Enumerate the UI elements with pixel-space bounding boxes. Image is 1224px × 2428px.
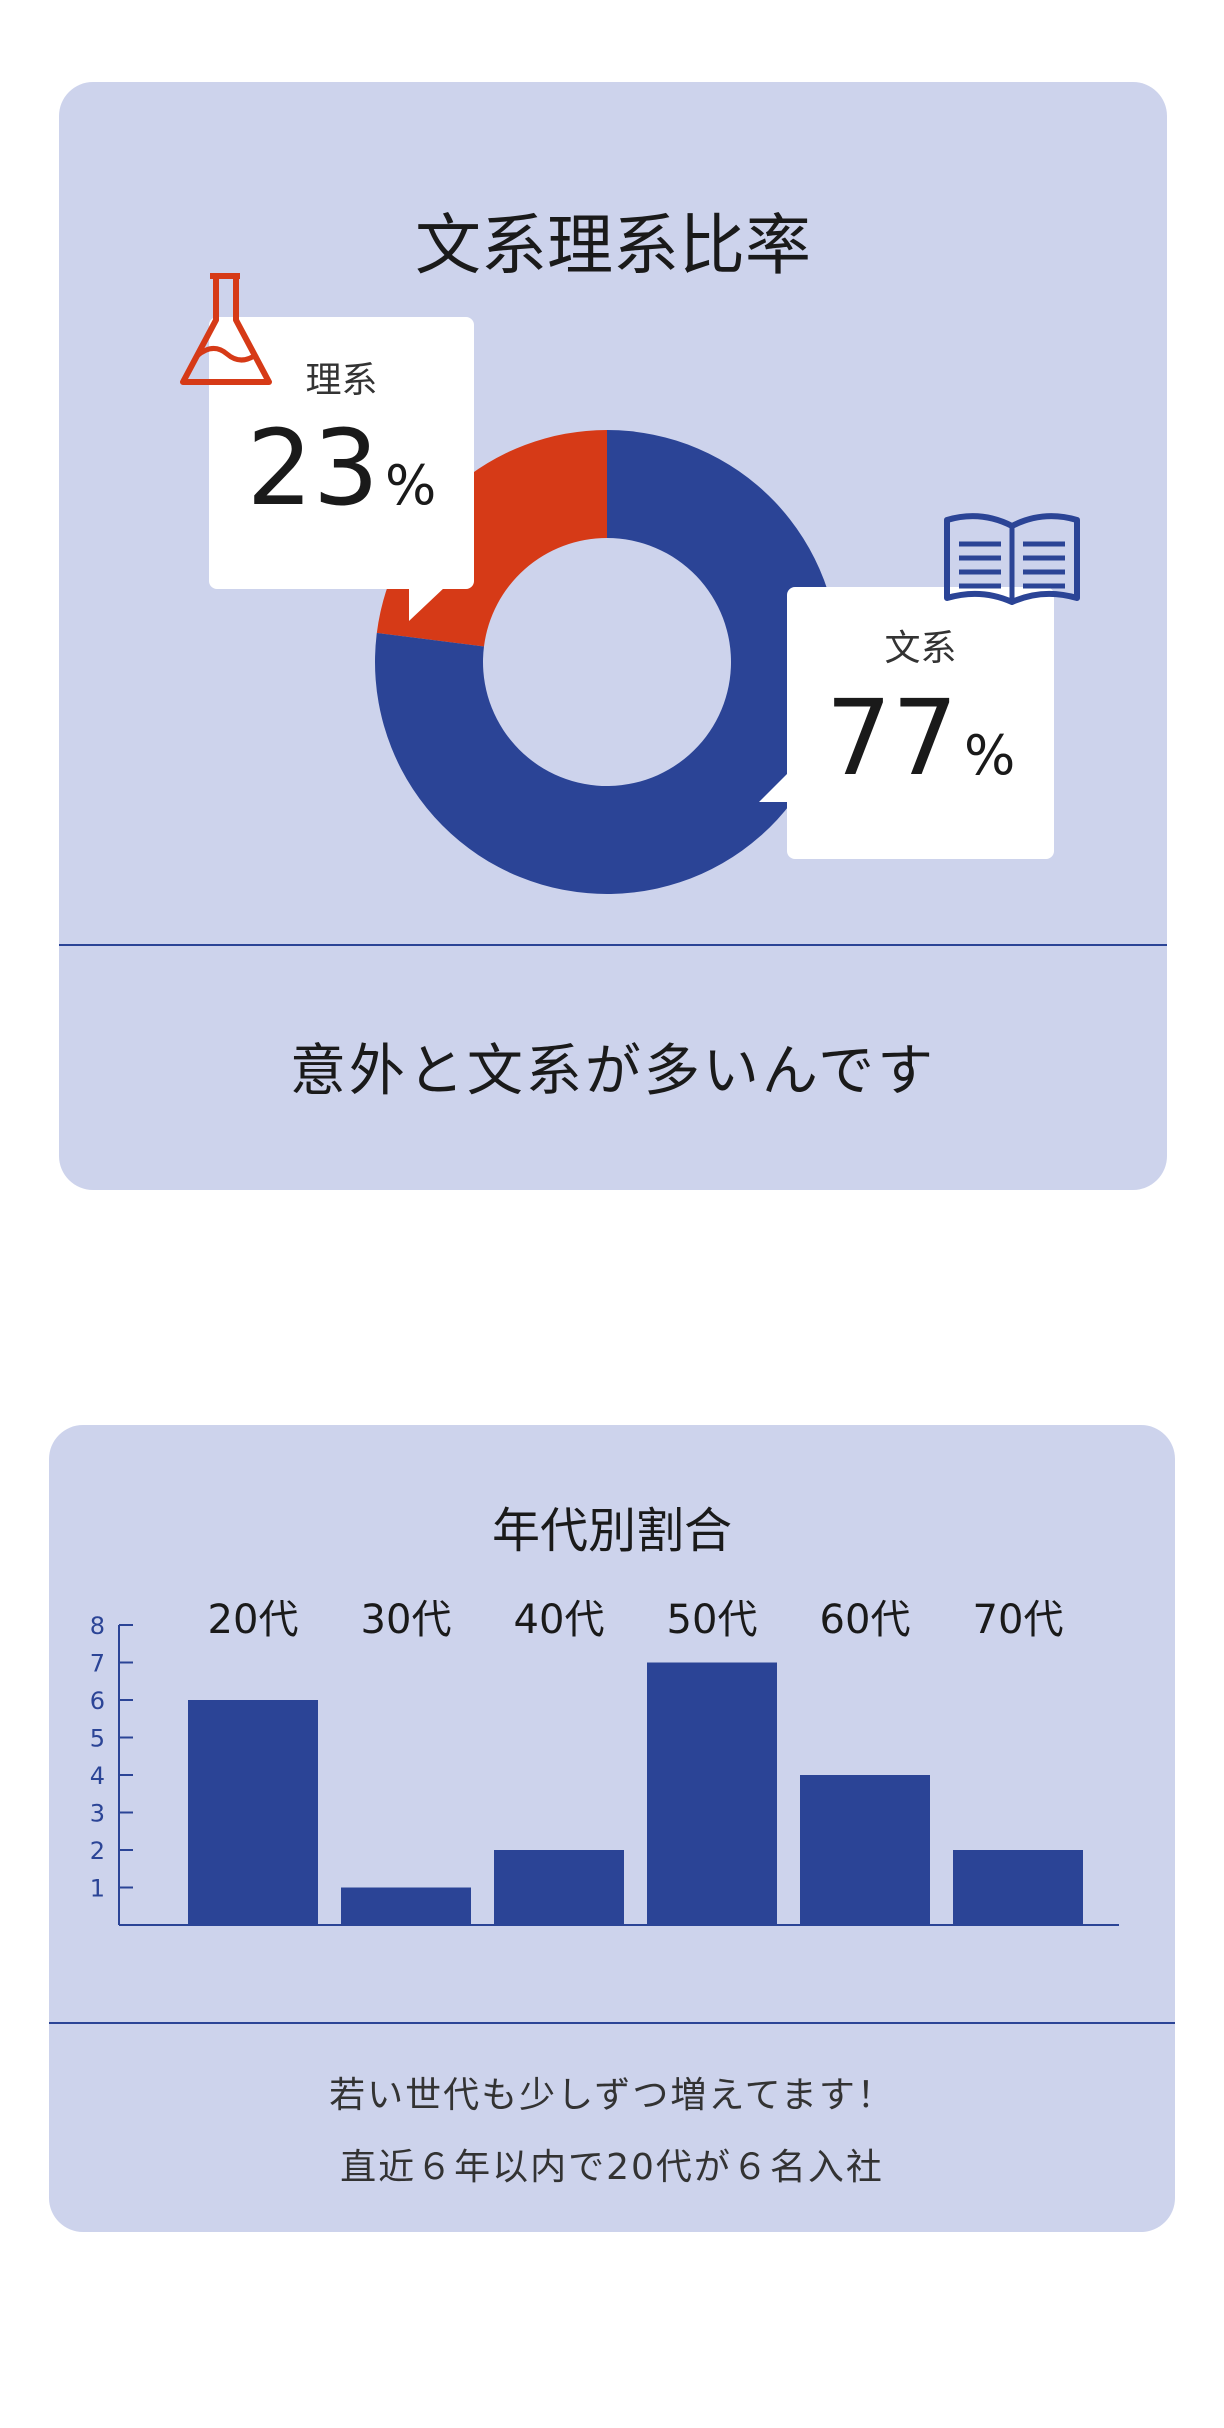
bunkei-unit: % bbox=[964, 724, 1016, 787]
bar-50代 bbox=[647, 1662, 777, 1925]
bunkei-label: 文系 bbox=[884, 628, 957, 669]
book-icon bbox=[944, 513, 1080, 605]
bar-chart: 1 2 3 4 5 6 7 8 20代 30代 40代 50代 60代 70代 bbox=[90, 1597, 1119, 1926]
bar-30代 bbox=[341, 1887, 471, 1925]
y-tick-label: 1 bbox=[90, 1875, 105, 1903]
x-category-label: 50代 bbox=[667, 1597, 758, 1643]
x-category-label: 20代 bbox=[208, 1597, 299, 1643]
bar-70代 bbox=[953, 1850, 1083, 1925]
donut-slice-1 bbox=[374, 430, 839, 895]
donut-caption: 意外と文系が多いんです bbox=[289, 1039, 937, 1104]
rikei-bubble-tail bbox=[409, 587, 445, 621]
y-tick-label: 5 bbox=[90, 1725, 105, 1753]
card1-divider bbox=[59, 944, 1167, 946]
bunkei-bubble-tail bbox=[759, 772, 789, 802]
x-category-label: 60代 bbox=[820, 1597, 911, 1643]
x-category-label: 40代 bbox=[514, 1597, 605, 1643]
donut-title: 文系理系比率 bbox=[415, 207, 811, 284]
y-tick-label: 7 bbox=[90, 1650, 105, 1678]
rikei-label: 理系 bbox=[305, 360, 378, 401]
bar-60代 bbox=[800, 1775, 930, 1925]
rikei-value: 23% bbox=[246, 407, 437, 529]
bar-title: 年代別割合 bbox=[491, 1503, 732, 1559]
card2-divider bbox=[49, 2022, 1175, 2024]
bar-caption-line1: 若い世代も少しずつ増えてます！ bbox=[329, 2075, 895, 2116]
ratio-card: 文系理系比率 理系 23% 文系 77% 意外と文系が多いんです bbox=[59, 82, 1167, 1190]
bunkei-value: 77% bbox=[825, 677, 1016, 799]
x-category-label: 70代 bbox=[973, 1597, 1064, 1643]
rikei-bubble: 理系 23% bbox=[209, 317, 474, 589]
flask-icon bbox=[180, 273, 272, 385]
bar-caption-line2: 直近６年以内で20代が６名入社 bbox=[340, 2147, 884, 2188]
bar-40代 bbox=[494, 1850, 624, 1925]
y-tick-label: 2 bbox=[90, 1837, 105, 1865]
y-tick-label: 3 bbox=[90, 1800, 105, 1828]
y-tick-label: 6 bbox=[90, 1687, 105, 1715]
y-tick-label: 4 bbox=[90, 1762, 105, 1790]
rikei-unit: % bbox=[385, 454, 437, 517]
bunkei-bubble: 文系 77% bbox=[787, 587, 1054, 859]
x-category-label: 30代 bbox=[361, 1597, 452, 1643]
bar-20代 bbox=[188, 1700, 318, 1925]
y-tick-label: 8 bbox=[90, 1612, 105, 1640]
age-card: 年代別割合 1 2 3 4 5 6 7 8 20代 30代 40代 50代 60代 70代 若い世代も少し… bbox=[49, 1425, 1175, 2232]
